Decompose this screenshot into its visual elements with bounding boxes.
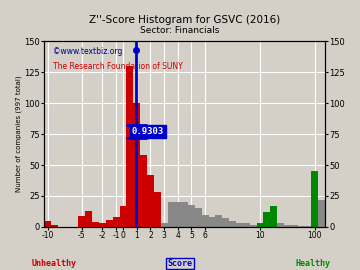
Bar (106, 220, 113, 227)
Y-axis label: Number of companies (997 total): Number of companies (997 total) (15, 76, 22, 192)
Bar (147, 175, 154, 227)
Bar (291, 224, 298, 227)
Bar (243, 223, 250, 227)
Text: Unhealthy: Unhealthy (32, 259, 76, 268)
Bar (154, 192, 161, 227)
Bar (85, 211, 92, 227)
Bar (305, 226, 311, 227)
Bar (298, 226, 305, 227)
Bar (51, 224, 58, 227)
Bar (250, 224, 257, 227)
Bar (284, 224, 291, 227)
Title: Z''-Score Histogram for GSVC (2016): Z''-Score Histogram for GSVC (2016) (89, 15, 280, 25)
Bar (208, 217, 216, 227)
Bar (216, 215, 222, 227)
Bar (181, 202, 188, 227)
Bar (140, 155, 147, 227)
Bar (161, 223, 167, 227)
Bar (257, 223, 264, 227)
Text: ©www.textbiz.org: ©www.textbiz.org (53, 47, 122, 56)
Bar (229, 221, 236, 227)
Bar (311, 171, 318, 227)
Bar (99, 223, 106, 227)
Bar (78, 216, 85, 227)
Bar (188, 205, 195, 227)
Text: Sector: Financials: Sector: Financials (140, 26, 220, 35)
Bar (174, 202, 181, 227)
Bar (236, 223, 243, 227)
Bar (126, 66, 133, 227)
Bar (92, 222, 99, 227)
Bar (318, 200, 325, 227)
Bar (277, 223, 284, 227)
Bar (195, 208, 202, 227)
Bar (202, 215, 208, 227)
Bar (44, 221, 51, 227)
Bar (222, 218, 229, 227)
Text: The Research Foundation of SUNY: The Research Foundation of SUNY (53, 62, 183, 72)
Text: Healthy: Healthy (296, 259, 331, 268)
Bar (113, 217, 120, 227)
Bar (270, 206, 277, 227)
Bar (133, 103, 140, 227)
Bar (264, 212, 270, 227)
Bar (120, 206, 126, 227)
Bar (167, 202, 174, 227)
Text: Score: Score (167, 259, 193, 268)
Text: 0.9303: 0.9303 (132, 127, 164, 136)
